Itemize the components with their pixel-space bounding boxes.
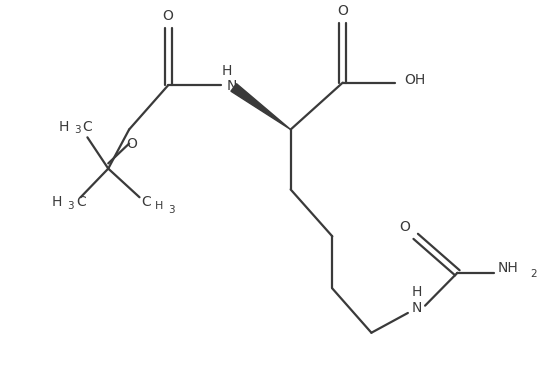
Text: 3: 3 <box>74 125 80 135</box>
Text: O: O <box>126 137 137 151</box>
Text: 3: 3 <box>67 201 74 211</box>
Text: H: H <box>59 120 69 134</box>
Text: OH: OH <box>404 73 425 87</box>
Polygon shape <box>231 84 290 129</box>
Text: H: H <box>52 195 62 209</box>
Text: H: H <box>411 285 422 299</box>
Text: H: H <box>155 201 163 211</box>
Text: C: C <box>76 195 85 209</box>
Text: NH: NH <box>498 261 518 275</box>
Text: N: N <box>227 79 237 93</box>
Text: 3: 3 <box>168 205 175 215</box>
Text: C: C <box>141 195 151 209</box>
Text: 2: 2 <box>531 269 537 279</box>
Text: O: O <box>399 220 410 234</box>
Text: O: O <box>337 4 348 18</box>
Text: H: H <box>221 64 232 78</box>
Text: C: C <box>82 120 92 134</box>
Text: O: O <box>163 9 174 23</box>
Text: N: N <box>411 301 422 315</box>
